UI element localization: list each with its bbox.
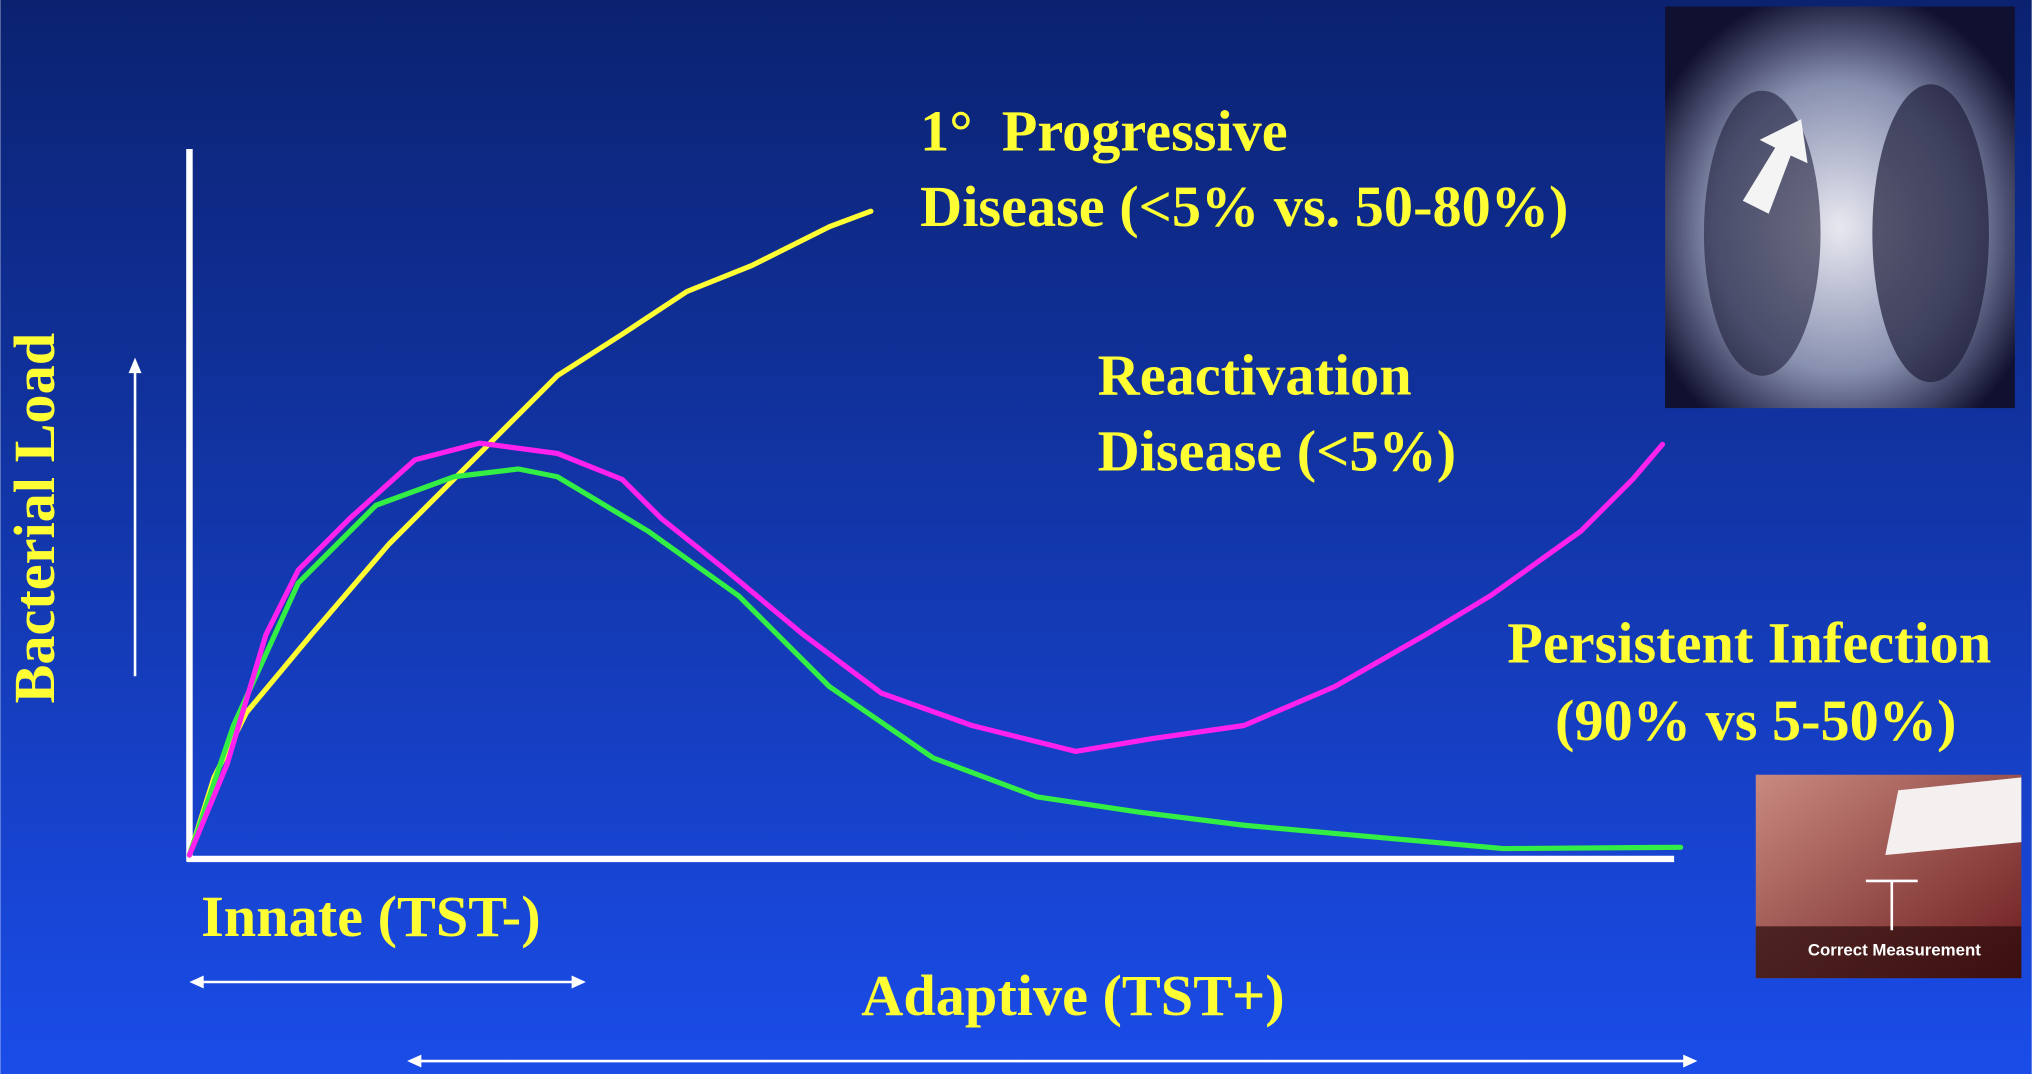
- xray-photo: [1665, 6, 2015, 409]
- phase-label: Innate (TST-): [201, 884, 541, 949]
- y-axis-label: Bacterial Load: [2, 333, 67, 704]
- arrow-head: [571, 975, 586, 989]
- arrow-head: [407, 1054, 422, 1068]
- persistent-curve: [186, 466, 1684, 858]
- xray-arrow: [1742, 119, 1808, 214]
- arrow-head: [1683, 1054, 1698, 1068]
- annotation: Persistent Infection: [1507, 610, 1991, 675]
- ruler: [1885, 777, 2022, 856]
- caption-band: [1755, 926, 2022, 979]
- arrow-head: [128, 357, 142, 374]
- arrow-head: [189, 975, 204, 989]
- annotation: (90% vs 5-50%): [1555, 688, 1956, 753]
- tst-photo: Correct Measurement: [1755, 774, 2022, 979]
- annotation: Disease (<5%): [1098, 419, 1457, 484]
- phase-label: Adaptive (TST+): [861, 963, 1284, 1028]
- annotation: 1° Progressive: [920, 99, 1288, 164]
- reactivation-curve: [186, 440, 1666, 858]
- annotation: Reactivation: [1098, 342, 1412, 407]
- lung: [1872, 84, 1989, 383]
- lung: [1703, 90, 1821, 376]
- photo-caption: Correct Measurement: [1808, 940, 1981, 959]
- annotation: Disease (<5% vs. 50-80%): [920, 174, 1568, 239]
